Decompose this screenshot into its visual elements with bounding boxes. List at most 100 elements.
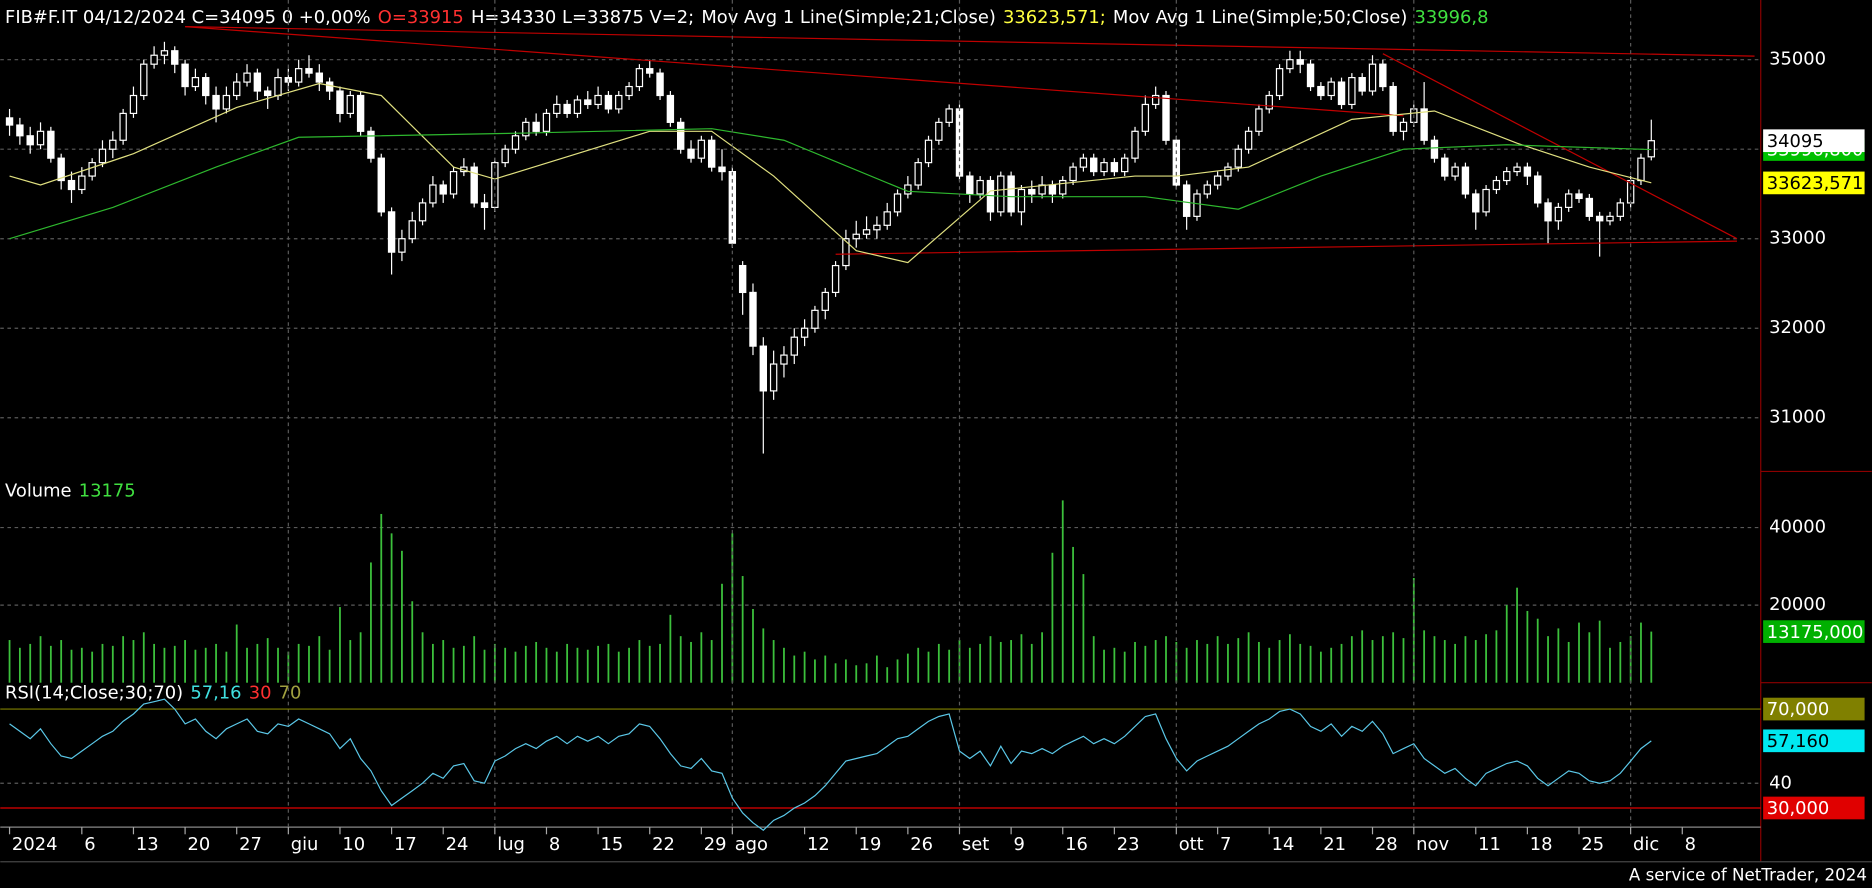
- candle-body: [1482, 188, 1490, 213]
- candle-body: [1275, 68, 1284, 97]
- x-tick-label: 12: [807, 834, 830, 855]
- volume-bar: [173, 645, 176, 683]
- legend-entry: Mov Avg 1 Line(Simple;21;Close): [701, 7, 995, 28]
- candle-body: [202, 77, 210, 97]
- x-tick-label: 29: [704, 834, 727, 855]
- volume-bar: [875, 655, 878, 683]
- x-tick-label: lug: [497, 834, 525, 855]
- candle-body: [1028, 188, 1036, 195]
- volume-bar: [246, 647, 248, 683]
- volume-bar: [690, 641, 692, 683]
- candle-body: [171, 50, 179, 65]
- candle-body: [862, 229, 871, 235]
- volume-bar: [927, 651, 930, 683]
- volume-bar: [1144, 645, 1147, 683]
- candle-body: [1544, 202, 1552, 222]
- candle-body: [1337, 81, 1346, 106]
- volume-bar: [1030, 643, 1033, 683]
- volume-bar: [1247, 632, 1250, 683]
- volume-bar: [1516, 587, 1518, 683]
- volume-bar: [741, 576, 744, 683]
- candle-body: [470, 166, 478, 204]
- legend-entry: FIB#F.IT 04/12/2024 C=34095 0 +0,00%: [5, 7, 371, 28]
- x-tick-label: 13: [136, 834, 159, 855]
- x-tick-label: 10: [342, 834, 365, 855]
- legend-entry: 30: [249, 682, 272, 703]
- candle-body: [67, 179, 76, 191]
- candle-body: [873, 224, 881, 231]
- candle-body: [1472, 193, 1480, 213]
- volume-bar: [1567, 641, 1570, 683]
- volume-bar: [793, 655, 796, 683]
- candle-body: [160, 50, 169, 56]
- volume-bar: [1640, 622, 1642, 683]
- candle-body: [904, 184, 912, 195]
- candle-body: [1399, 121, 1408, 132]
- candle-body: [522, 121, 530, 137]
- candle-body: [615, 94, 623, 110]
- trendline: [835, 240, 1737, 255]
- volume-bar: [204, 647, 207, 683]
- volume-bar: [308, 645, 310, 683]
- legend-entry: 33623,571;: [1003, 7, 1106, 28]
- volume-bar: [29, 643, 32, 683]
- legend-entry: H=34330 L=33875 V=2;: [471, 7, 694, 28]
- volume-bar: [906, 653, 909, 683]
- value-box: [1763, 697, 1865, 721]
- x-tick-label: 24: [446, 834, 469, 855]
- candle-body: [408, 220, 416, 240]
- moving-average: [9, 82, 1652, 264]
- candle-body: [1585, 197, 1594, 217]
- pane-legend: FIB#F.IT 04/12/2024 C=34095 0 +0,00% O=33…: [5, 7, 1488, 28]
- candle-body: [1595, 215, 1604, 222]
- volume-bar: [1650, 631, 1653, 683]
- volume-bar: [989, 636, 992, 683]
- volume-bar: [1371, 640, 1374, 683]
- legend-entry: 57,16: [190, 682, 241, 703]
- volume-bar: [783, 647, 785, 683]
- candle-body: [1110, 162, 1119, 173]
- volume-bar: [1216, 636, 1219, 683]
- legend-entry: O=33915: [378, 7, 464, 28]
- candle-body: [1616, 202, 1625, 217]
- candle-body: [480, 202, 489, 208]
- candle-body: [759, 345, 768, 392]
- volume-bar: [256, 643, 259, 683]
- volume-bar: [1309, 645, 1312, 683]
- volume-bar: [1041, 632, 1043, 683]
- trendline: [185, 26, 1755, 57]
- candle-body: [26, 135, 34, 146]
- candle-body: [274, 77, 282, 97]
- candle-body: [697, 139, 706, 159]
- legend-entry: RSI(14;Close;30;70): [5, 682, 183, 703]
- candle-body: [356, 94, 365, 132]
- volume-bar: [473, 636, 476, 683]
- volume-bar: [380, 513, 383, 683]
- volume-bar: [752, 609, 754, 683]
- x-tick-label: 11: [1478, 834, 1501, 855]
- volume-bar: [1051, 552, 1054, 683]
- candle-body: [1441, 157, 1449, 177]
- candle-body: [821, 291, 829, 311]
- candle-body: [47, 130, 55, 159]
- volume-bar: [462, 645, 465, 683]
- volume-bar: [235, 624, 238, 683]
- volume-bar: [597, 645, 599, 683]
- volume-bar: [421, 632, 424, 683]
- candle-body: [398, 238, 406, 253]
- candle-body: [1038, 184, 1046, 195]
- x-tick-label: 19: [859, 834, 882, 855]
- x-tick-label: 9: [1014, 834, 1025, 855]
- candle-body: [852, 233, 860, 240]
- volume-bar: [390, 533, 393, 683]
- candle-body: [666, 94, 675, 123]
- candle-body: [914, 162, 922, 186]
- volume-bar: [370, 562, 372, 683]
- volume-bar: [1010, 640, 1013, 683]
- candle-body: [140, 63, 148, 97]
- trendline: [185, 26, 1404, 117]
- volume-bar: [431, 643, 434, 683]
- x-tick-label: 20: [187, 834, 210, 855]
- candle-body: [831, 264, 840, 294]
- volume-bar: [1299, 643, 1302, 683]
